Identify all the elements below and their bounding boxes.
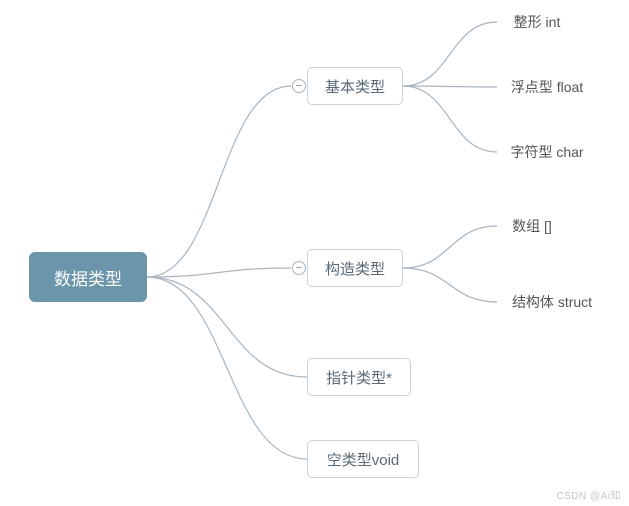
- branch-node[interactable]: 指针类型*: [307, 358, 411, 396]
- root-node[interactable]: 数据类型: [29, 252, 147, 302]
- branch-node[interactable]: 空类型void: [307, 440, 419, 478]
- watermark: CSDN @Ai知: [556, 487, 621, 502]
- branch-node[interactable]: 基本类型: [307, 67, 403, 105]
- leaf-node: 浮点型 float: [497, 76, 597, 98]
- collapse-toggle-icon[interactable]: −: [292, 79, 306, 93]
- branch-node[interactable]: 构造类型: [307, 249, 403, 287]
- leaf-node: 结构体 struct: [497, 291, 607, 313]
- leaf-node: 整形 int: [497, 11, 577, 33]
- leaf-node: 字符型 char: [497, 141, 597, 163]
- collapse-toggle-icon[interactable]: −: [292, 261, 306, 275]
- leaf-node: 数组 []: [497, 215, 567, 237]
